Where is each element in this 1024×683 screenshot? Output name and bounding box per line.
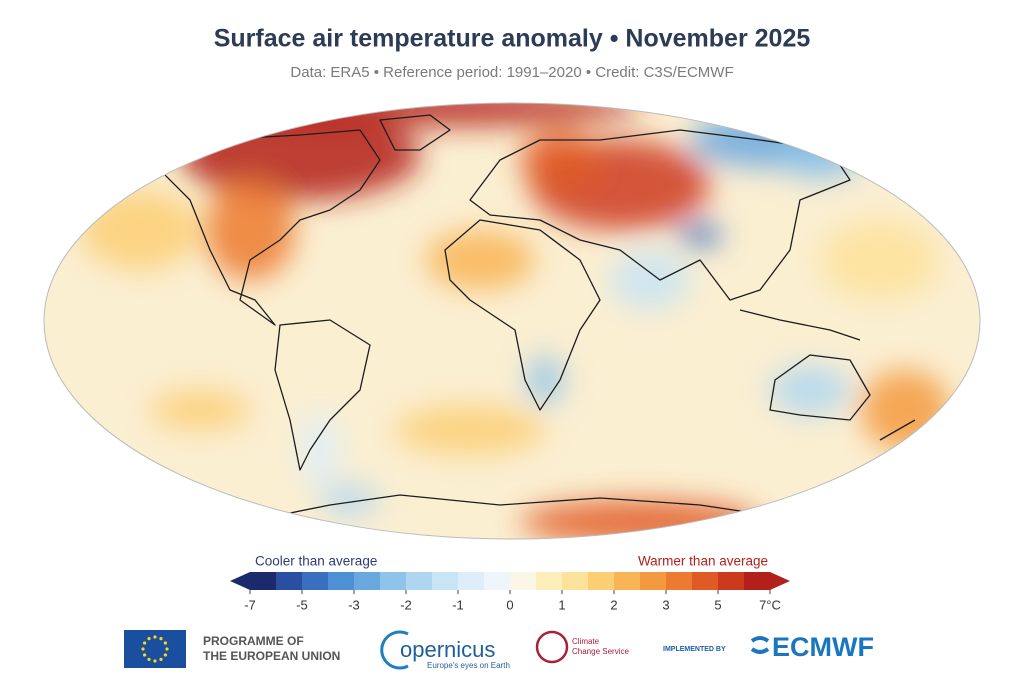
copernicus-mark xyxy=(380,630,409,670)
anomaly-region xyxy=(150,390,250,430)
anomaly-region xyxy=(320,485,380,515)
colorbar-box xyxy=(536,572,563,590)
anomaly-region xyxy=(770,365,850,415)
colorbar-box xyxy=(276,572,303,590)
eu-star xyxy=(141,647,145,651)
anomaly-region xyxy=(205,180,295,280)
eu-star xyxy=(143,653,147,657)
eu-text: THE EUROPEAN UNION xyxy=(203,649,340,663)
colorbar-tick-label: -1 xyxy=(452,597,464,612)
title: Surface air temperature anomaly • Novemb… xyxy=(214,25,811,53)
anomaly-region xyxy=(395,405,545,455)
colorbar-tick-label: 7°C xyxy=(759,597,781,612)
anomaly-field xyxy=(80,103,950,539)
eu-star xyxy=(159,637,163,641)
eu-star xyxy=(163,641,167,645)
anomaly-region xyxy=(820,220,940,300)
eu-star xyxy=(147,637,151,641)
colorbar-box xyxy=(380,572,407,590)
colorbar-box xyxy=(484,572,511,590)
colorbar-box xyxy=(666,572,693,590)
map xyxy=(44,103,980,539)
colorbar-box xyxy=(692,572,719,590)
anomaly-region xyxy=(80,190,200,270)
colorbar-tick-label: -7 xyxy=(244,597,256,612)
colorbar-tick-label: -3 xyxy=(348,597,360,612)
colorbar-box xyxy=(406,572,433,590)
map-border xyxy=(43,102,981,540)
eu-star xyxy=(143,641,147,645)
colorbar-box xyxy=(718,572,745,590)
ecmwf-text: ECMWF xyxy=(772,632,874,662)
colorbar: -7 -5 -3 -2 -1 0 1 2 3 5 7°C xyxy=(230,572,790,612)
colorbar-box xyxy=(744,572,771,590)
anomaly-region xyxy=(520,500,760,539)
copernicus-tagline: Europe's eyes on Earth xyxy=(427,661,510,670)
cooler-label: Cooler than average xyxy=(255,554,377,569)
eu-star xyxy=(153,635,157,639)
anomaly-region xyxy=(200,103,640,126)
colorbar-box xyxy=(328,572,355,590)
anomaly-region xyxy=(527,355,563,405)
anomaly-region xyxy=(678,223,722,247)
colorbar-box xyxy=(302,572,329,590)
eu-star xyxy=(163,653,167,657)
colorbar-box xyxy=(354,572,381,590)
implemented-by: IMPLEMENTED BY xyxy=(663,646,726,653)
colorbar-box xyxy=(562,572,589,590)
colorbar-tick-label: 2 xyxy=(610,597,617,612)
anomaly-region xyxy=(610,250,690,310)
footer-logos: PROGRAMME OF THE EUROPEAN UNION opernicu… xyxy=(124,630,874,670)
coastlines xyxy=(149,114,916,526)
colorbar-tick-label: 0 xyxy=(506,597,513,612)
colorbar-box xyxy=(458,572,485,590)
eu-star xyxy=(153,659,157,663)
warmer-label: Warmer than average xyxy=(638,554,768,569)
c3s-text: Climate xyxy=(572,637,600,646)
c3s-mark xyxy=(535,630,569,664)
anomaly-region xyxy=(300,410,340,490)
colorbar-box xyxy=(588,572,615,590)
colorbar-tick-label: 3 xyxy=(662,597,669,612)
colorbar-end xyxy=(770,572,790,590)
colorbar-box xyxy=(510,572,537,590)
copernicus-text: opernicus xyxy=(400,637,495,662)
eu-stars xyxy=(141,635,169,663)
colorbar-box xyxy=(614,572,641,590)
colorbar-box xyxy=(432,572,459,590)
colorbar-tick-label: 5 xyxy=(714,597,721,612)
anomaly-region xyxy=(180,110,420,200)
colorbar-end xyxy=(230,572,250,590)
eu-text: PROGRAMME OF xyxy=(203,634,304,648)
ecmwf-mark xyxy=(750,636,770,654)
eu-star xyxy=(147,657,151,661)
anomaly-region xyxy=(520,130,600,190)
colorbar-tick-label: -5 xyxy=(296,597,308,612)
colorbar-box xyxy=(250,572,277,590)
anomaly-region xyxy=(860,370,950,450)
subtitle: Data: ERA5 • Reference period: 1991–2020… xyxy=(290,64,733,81)
colorbar-tick-label: -2 xyxy=(400,597,412,612)
colorbar-box xyxy=(640,572,667,590)
eu-star xyxy=(165,647,169,651)
eu-star xyxy=(159,657,163,661)
anomaly-region xyxy=(425,230,535,290)
colorbar-tick-label: 1 xyxy=(558,597,565,612)
c3s-text: Change Service xyxy=(572,647,629,656)
